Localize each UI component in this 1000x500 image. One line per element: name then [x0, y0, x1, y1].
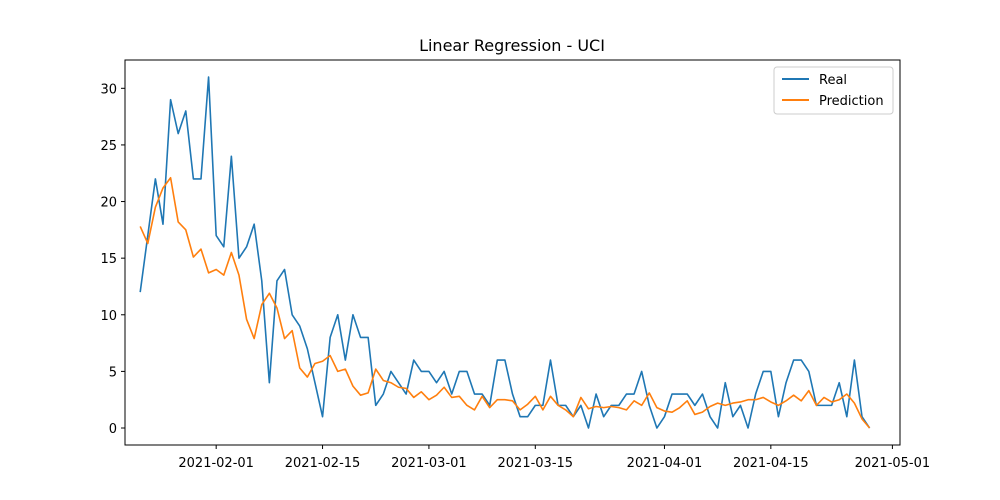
x-tick-label: 2021-03-01 — [391, 456, 467, 471]
x-axis: 2021-02-01 2021-02-15 2021-03-01 2021-03-15… — [178, 445, 930, 471]
y-tick-label: 30 — [100, 82, 117, 97]
y-axis: 0 5 10 15 20 25 30 — [100, 82, 125, 437]
legend-label-prediction: Prediction — [819, 94, 884, 109]
y-tick-label: 5 — [109, 365, 117, 380]
y-tick-label: 0 — [109, 422, 117, 437]
y-tick-label: 15 — [100, 252, 117, 267]
x-tick-label: 2021-02-01 — [178, 456, 254, 471]
y-tick-label: 10 — [100, 309, 117, 324]
axes-frame — [124, 59, 901, 446]
x-tick-label: 2021-03-15 — [498, 456, 574, 471]
x-tick-label: 2021-02-15 — [285, 456, 361, 471]
series-layer — [139, 76, 871, 429]
y-tick-label: 20 — [100, 196, 117, 211]
x-tick-label: 2021-04-15 — [733, 456, 809, 471]
legend-label-real: Real — [819, 73, 847, 88]
x-tick-label: 2021-04-01 — [627, 456, 703, 471]
chart-title: Linear Regression - UCI — [419, 36, 605, 55]
plot-area: 2021-02-01 2021-02-15 2021-03-01 2021-03-15… — [100, 59, 930, 471]
x-tick-label: 2021-05-01 — [855, 456, 931, 471]
series-line-real — [139, 76, 871, 429]
legend: Real Prediction — [773, 66, 894, 115]
y-tick-label: 25 — [100, 139, 117, 154]
series-line-prediction — [139, 176, 871, 429]
